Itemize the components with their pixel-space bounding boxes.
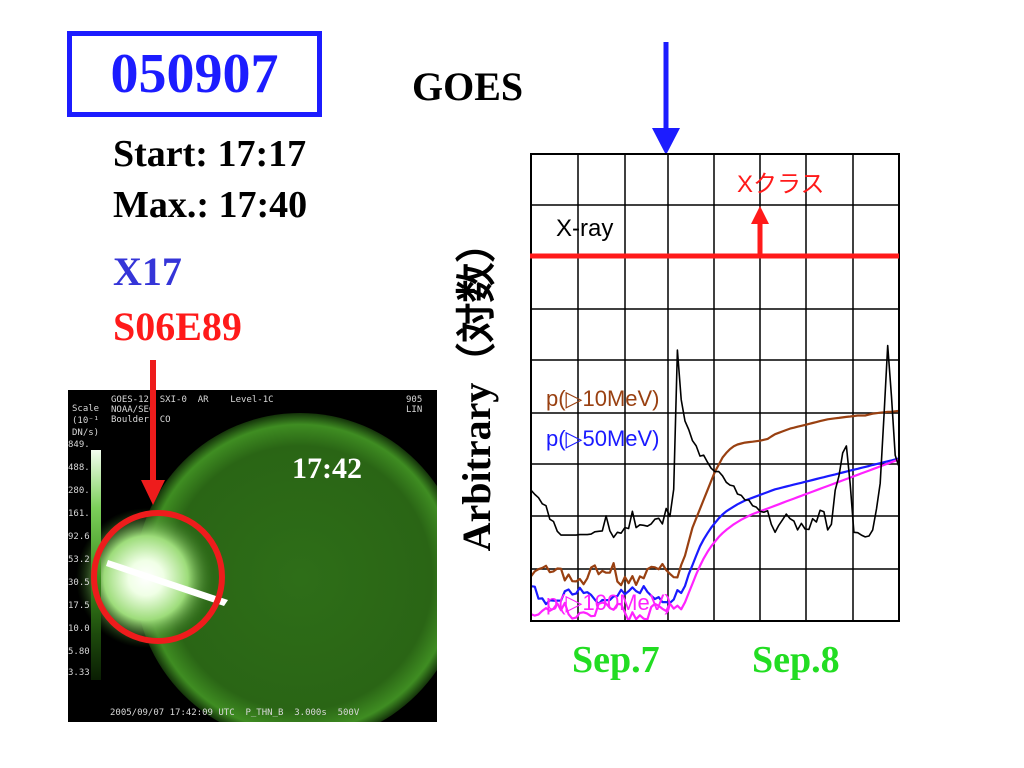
scale-tick: 3.33 — [68, 668, 90, 678]
scale-title: Scale — [72, 404, 100, 414]
x-tick-label: Sep.7 — [572, 639, 660, 681]
scale-tick: 53.2 — [68, 555, 90, 565]
flare-circle — [91, 510, 225, 644]
x-class-label: Xクラス — [737, 171, 825, 198]
scale-tick: 30.5 — [68, 578, 90, 588]
chart-series — [530, 344, 900, 623]
date-box — [67, 31, 322, 117]
sxi-header-left-2: NOAA/SEC — [111, 405, 155, 415]
scale-tick: 161. — [68, 509, 90, 519]
series-line — [530, 457, 900, 606]
event-date: 050907 — [110, 43, 279, 105]
flare-arrow-head — [141, 480, 165, 505]
scale-tick: 849. — [68, 440, 90, 450]
x-tick-label: Sep.8 — [752, 639, 840, 681]
flare-class: X17 — [113, 249, 182, 294]
sxi-footer: 2005/09/07 17:42:09 UTC P_THN_B 3.000s 5… — [110, 708, 360, 718]
sxi-header-left-3: Boulder, CO — [111, 415, 171, 425]
legend-p100: p(▷100MeV) — [546, 590, 672, 615]
scale-tick: 17.5 — [68, 601, 90, 611]
chart-grid — [531, 154, 899, 621]
scale-tick: 488. — [68, 463, 90, 473]
scale-unit-1: (10⁻¹ — [72, 416, 100, 426]
x-class-arrow-head — [751, 206, 769, 224]
sxi-header-right-2: LIN — [406, 405, 423, 415]
max-time: Max.: 17:40 — [113, 184, 308, 226]
sun-disk-graphic — [76, 413, 437, 722]
legend-xray: X-ray — [556, 215, 613, 242]
legend-p10: p(▷10MeV) — [546, 386, 660, 411]
scale-tick: 5.80 — [68, 647, 90, 657]
scale-tick: 92.6 — [68, 532, 90, 542]
sxi-header-left: GOES-12 SXI-0 AR Level-1C — [111, 395, 274, 405]
chart-title: GOES — [412, 64, 524, 109]
peak-arrow-head — [652, 128, 680, 155]
series-line — [530, 344, 900, 539]
start-time: Start: 17:17 — [113, 133, 307, 175]
scale-unit-2: DN/s) — [72, 428, 100, 438]
sxi-header-right: 905 — [406, 395, 423, 405]
scale-tick: 280. — [68, 486, 90, 496]
sxi-time-label: 17:42 — [292, 452, 362, 485]
flare-location: S06E89 — [113, 304, 242, 349]
legend-p50: p(▷50MeV) — [546, 426, 660, 451]
sxi-solar-image: Scale (10⁻¹ DN/s) 849. 488. 280. 161. 92… — [68, 390, 437, 722]
chart-frame — [530, 153, 900, 622]
scale-tick: 10.0 — [68, 624, 90, 634]
